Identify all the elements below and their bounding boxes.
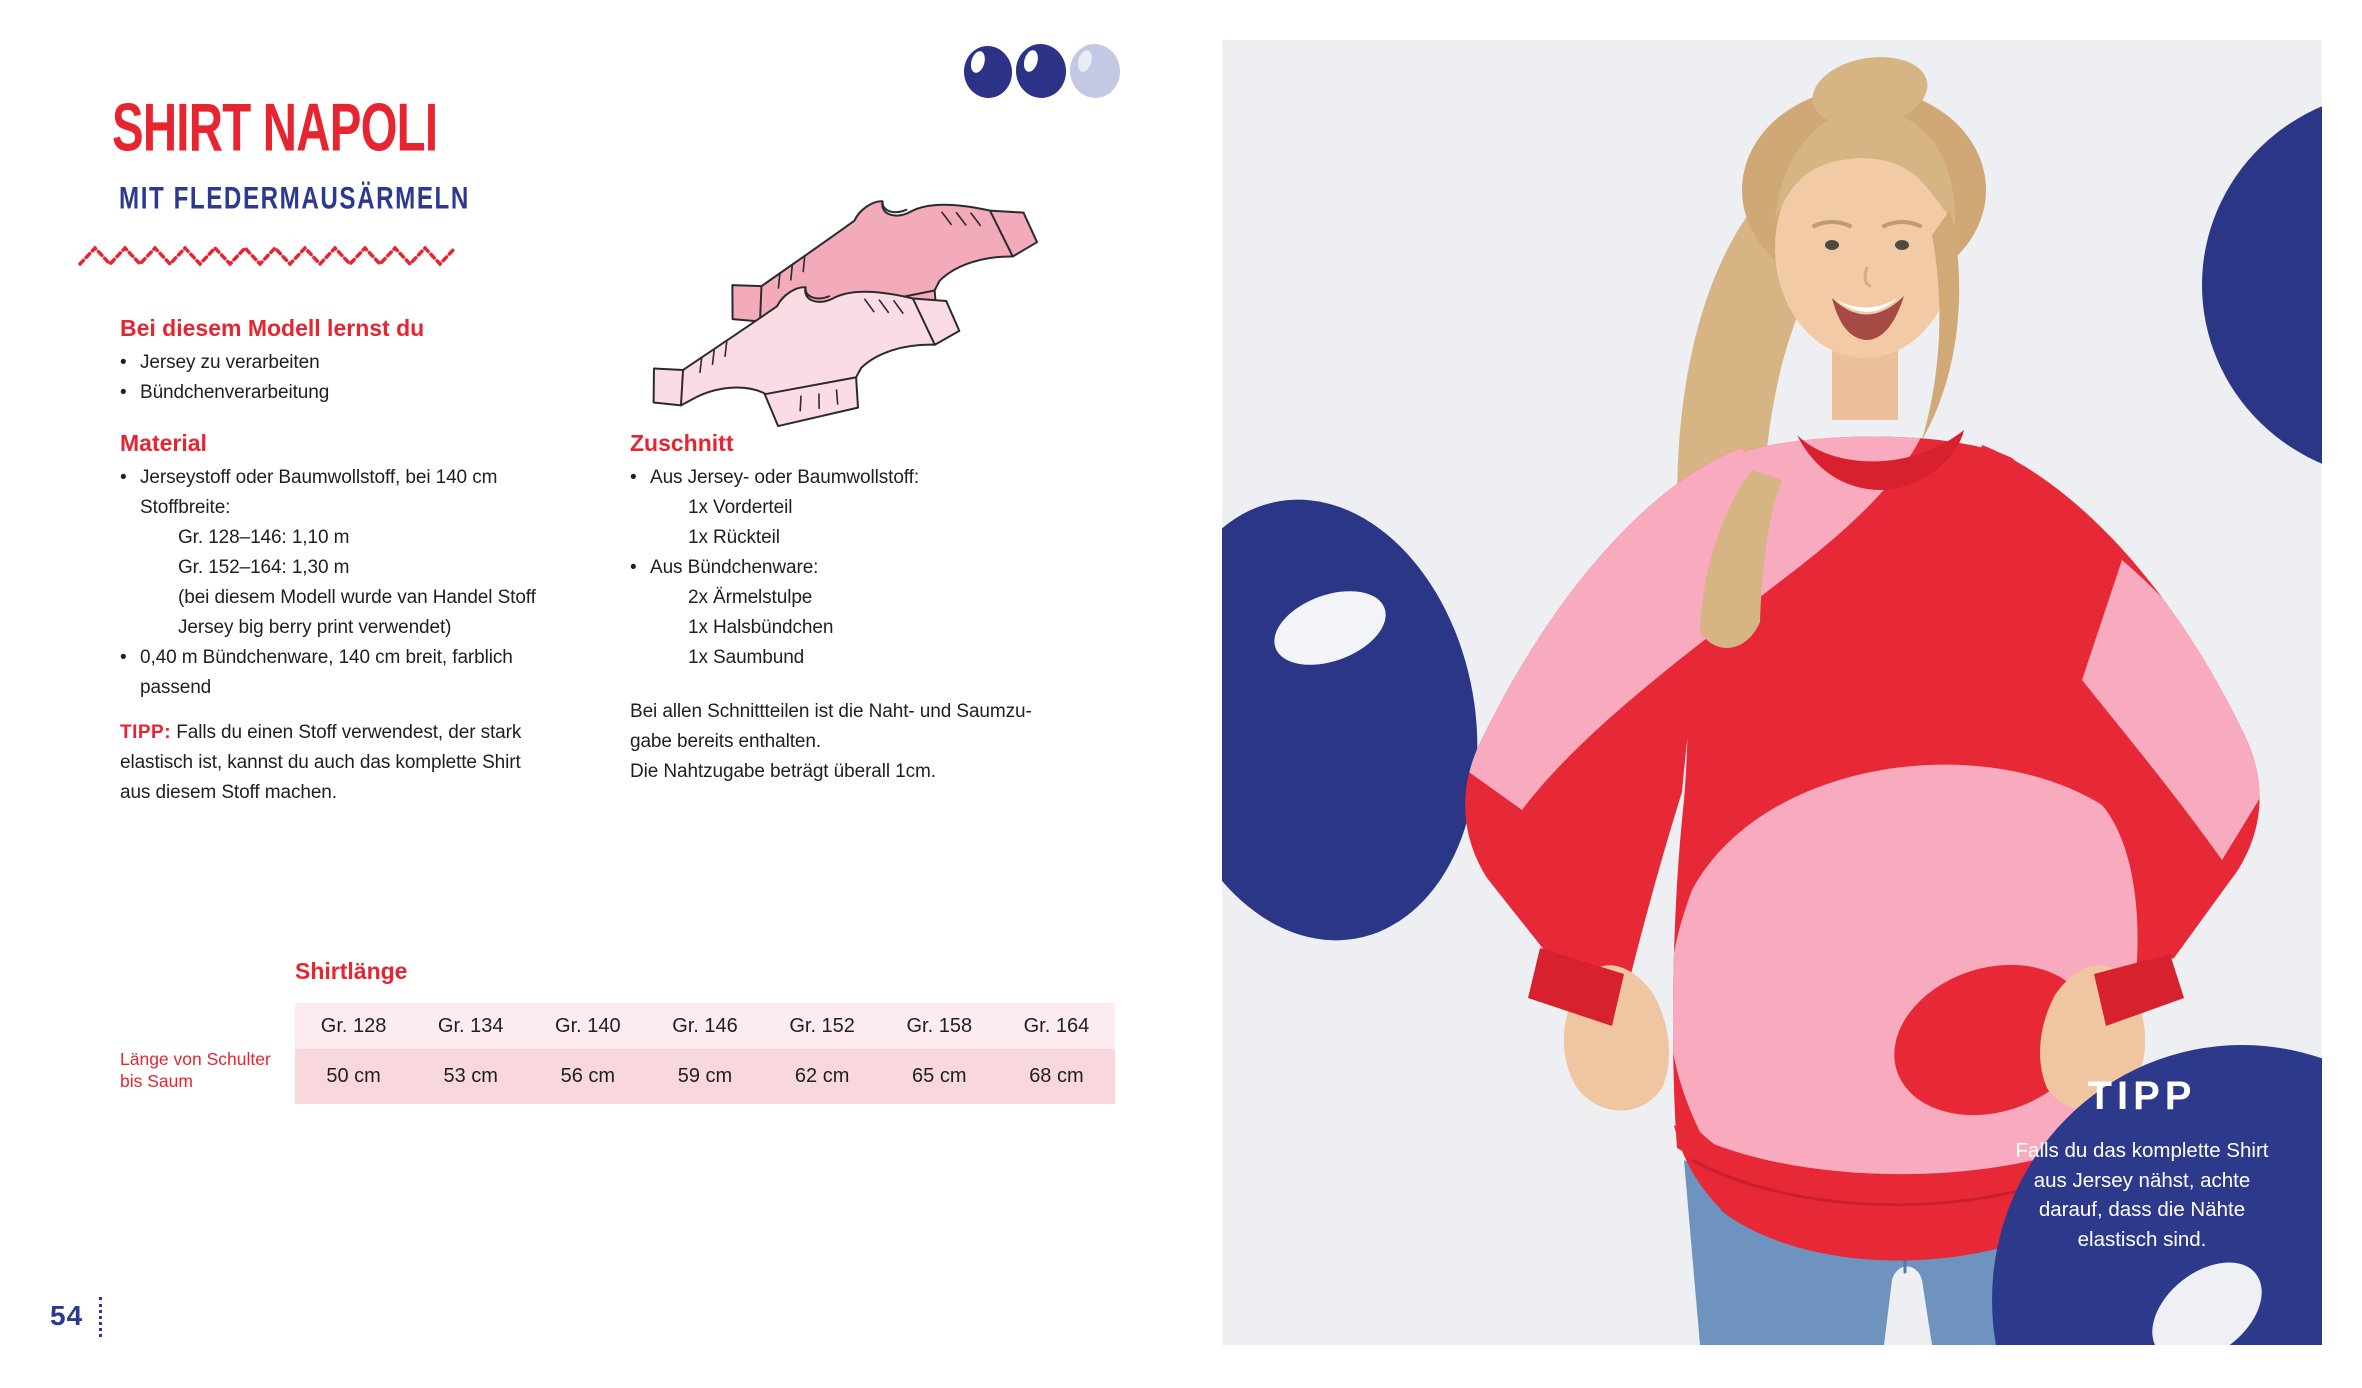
- material-line: passend: [140, 677, 212, 698]
- sweatshirt: [1465, 430, 2260, 1194]
- size-table-value-row: 50 cm 53 cm 56 cm 59 cm 62 cm 65 cm 68 c…: [295, 1049, 1115, 1104]
- size-value: 53 cm: [412, 1049, 530, 1104]
- tip-box-line: darauf, dass die Nähte: [2038, 1198, 2246, 1221]
- cut-line: 1x Halsbündchen: [688, 617, 834, 638]
- neckband: [1797, 430, 1964, 490]
- seam-note-line: Bei allen Schnittteilen ist die Naht- un…: [630, 701, 1032, 722]
- seam-note-line: gabe bereits enthalten.: [630, 731, 822, 752]
- learn-item: Jersey zu verarbeiten: [120, 348, 640, 378]
- section-cut: Zuschnitt Aus Jersey- oder Baumwollstoff…: [630, 430, 1150, 673]
- size-col-header: Gr. 158: [880, 1003, 998, 1049]
- material-heading: Material: [120, 430, 207, 456]
- face: [1775, 138, 1955, 358]
- pink-sleeve-patch: [2082, 560, 2260, 860]
- hair-bun: [1812, 57, 1928, 127]
- model-photo-illustration: [1222, 40, 2322, 1345]
- material-line: Gr. 128–146: 1,10 m: [178, 527, 350, 548]
- size-value: 56 cm: [529, 1049, 647, 1104]
- cut-line: 1x Vorderteil: [688, 497, 793, 518]
- teeth: [1837, 298, 1898, 312]
- cut-line: 2x Ärmelstulpe: [688, 587, 813, 608]
- berry-print-red-oval: [1894, 964, 2090, 1116]
- tip-box-line: Falls du das komplette Shirt: [2015, 1139, 2269, 1162]
- cut-line: Aus Jersey- oder Baumwollstoff:: [630, 463, 1150, 493]
- tip-inline-line: TIPP: Falls du einen Stoff verwendest, d…: [120, 718, 640, 748]
- tip-box-body: Falls du das komplette Shirt aus Jersey …: [1912, 1136, 2322, 1254]
- berry-highlight: [1274, 591, 1386, 665]
- eyebrows: [1812, 220, 1922, 228]
- tip-inline-text: Falls du einen Stoff verwendest, der sta…: [176, 722, 522, 743]
- pink-shoulder-panel: [1465, 436, 1932, 810]
- size-table-heading: Shirtlänge: [295, 958, 408, 984]
- section-tip-inline: TIPP: Falls du einen Stoff verwendest, d…: [120, 718, 640, 808]
- tip-box-line: aus Jersey nähst, achte: [2033, 1168, 2251, 1192]
- material-line: Jerseystoff oder Baumwollstoff, bei 140 …: [120, 463, 640, 493]
- section-material: Material Jerseystoff oder Baumwollstoff,…: [120, 430, 640, 703]
- size-value: 62 cm: [763, 1049, 881, 1104]
- eye-left: [1825, 240, 1839, 250]
- size-value: 50 cm: [295, 1049, 413, 1104]
- berry-blue-1: [963, 46, 1013, 98]
- page-subtitle: MIT FLEDERMAUSÄRMELN: [119, 180, 470, 216]
- cut-line: 1x Rückteil: [688, 527, 780, 548]
- tip-inline-line: aus diesem Stoff machen.: [120, 782, 337, 803]
- size-table-row-label: Länge von Schulter bis Saum: [120, 1049, 271, 1091]
- tip-inline-line: elastisch ist, kannst du auch das komple…: [120, 752, 521, 773]
- tip-box-title: TIPP: [2087, 1074, 2197, 1118]
- nose: [1863, 266, 1872, 288]
- girl-model: [1465, 57, 2260, 1345]
- cut-line: 1x Saumbund: [688, 647, 805, 668]
- size-col-header: Gr. 134: [412, 1003, 530, 1049]
- pattern-piece-front: [652, 286, 961, 428]
- page-number-divider: [99, 1297, 102, 1337]
- material-line: 0,40 m Bündchenware, 140 cm breit, farbl…: [120, 643, 640, 673]
- background-berry-left: [1222, 499, 1478, 941]
- page-number: 54: [50, 1300, 84, 1331]
- material-line: Gr. 152–164: 1,30 m: [178, 557, 350, 578]
- size-col-header: Gr. 128: [295, 1003, 413, 1049]
- learn-heading: Bei diesem Modell lernst du: [120, 315, 425, 341]
- size-value: 59 cm: [646, 1049, 764, 1104]
- size-col-header: Gr. 146: [646, 1003, 764, 1049]
- cut-heading: Zuschnitt: [630, 430, 734, 456]
- learn-item: Bündchenverarbeitung: [120, 378, 640, 408]
- page-title-wrap: SHIRT NAPOLI: [112, 88, 438, 166]
- section-learn: Bei diesem Modell lernst du Jersey zu ve…: [120, 315, 640, 408]
- size-col-header: Gr. 152: [763, 1003, 881, 1049]
- pattern-pieces-illustration: [652, 200, 1039, 428]
- section-seam-note: Bei allen Schnittteilen ist die Naht- un…: [630, 697, 1150, 787]
- tip-box-line: elastisch sind.: [2077, 1227, 2207, 1251]
- left-cuff: [1528, 948, 1624, 1026]
- zigzag-stitch-divider: [78, 245, 457, 267]
- tip-inline-label: TIPP:: [120, 722, 172, 743]
- tip-circle-white-blob: [2152, 1262, 2262, 1345]
- material-line: Stoffbreite:: [140, 497, 231, 518]
- material-line: (bei diesem Modell wurde van Handel Stof…: [178, 587, 536, 608]
- berry-dots-icon: [963, 44, 1121, 98]
- model-photo: TIPP Falls du das komplette Shirt aus Je…: [1222, 40, 2322, 1345]
- material-line: Jersey big berry print verwendet): [178, 617, 452, 638]
- size-col-header: Gr. 164: [997, 1003, 1115, 1049]
- berry-blue-2: [1015, 44, 1067, 98]
- cut-line: Aus Bündchenware:: [630, 553, 1150, 583]
- front-ponytail-strand: [1700, 470, 1782, 649]
- right-cuff: [2094, 954, 2184, 1026]
- hair-strand-right: [1922, 210, 1960, 440]
- smiling-mouth: [1832, 296, 1904, 340]
- size-value: 65 cm: [880, 1049, 998, 1104]
- page-subtitle-wrap: MIT FLEDERMAUSÄRMELN: [119, 180, 470, 217]
- size-col-header: Gr. 140: [529, 1003, 647, 1049]
- hair-front: [1775, 108, 1956, 225]
- size-table: Gr. 128 Gr. 134 Gr. 140 Gr. 146 Gr. 152 …: [295, 1003, 1115, 1104]
- berry-lavender: [1069, 44, 1121, 98]
- eye-right: [1895, 240, 1909, 250]
- size-table-header-row: Gr. 128 Gr. 134 Gr. 140 Gr. 146 Gr. 152 …: [295, 1003, 1115, 1049]
- background-blue-blob-right: [2202, 106, 2322, 464]
- size-value: 68 cm: [997, 1049, 1115, 1104]
- page-title: SHIRT NAPOLI: [112, 89, 438, 166]
- seam-note-line: Die Nahtzugabe beträgt überall 1cm.: [630, 761, 936, 782]
